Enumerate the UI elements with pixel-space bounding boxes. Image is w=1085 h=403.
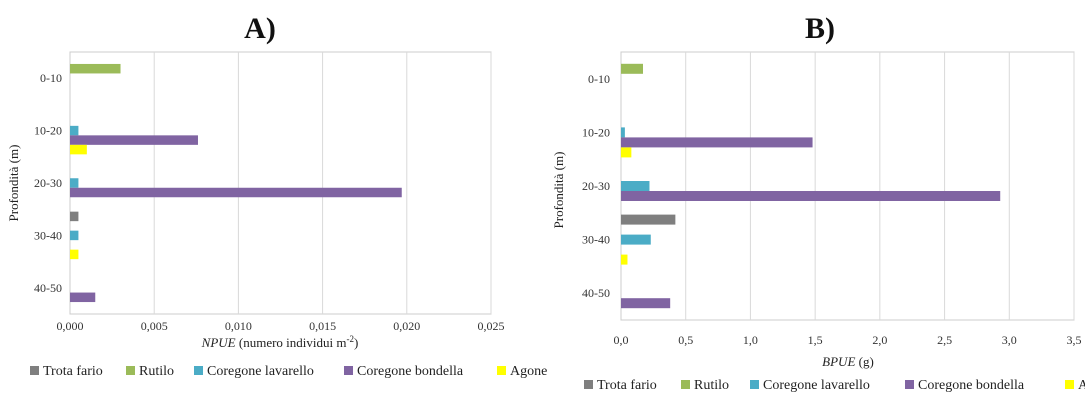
legend-label-agone: Agone [1078, 378, 1085, 393]
panel-a-y-axis-label: Profondità (m) [6, 145, 21, 222]
panel-b-x-axis-label: BPUE (g) [822, 354, 874, 369]
panel-b-x-axis-label-rest: (g) [855, 354, 873, 369]
panel-b-bar-coregone-lavarello-10-20 [621, 127, 625, 137]
legend-swatch-rutilo [681, 380, 690, 389]
panel-b: B) 0-10 10-20 20-30 30-40 40-50 0,0 0,5 1,0 1,5… [551, 12, 1085, 393]
legend-swatch-agone [1065, 380, 1074, 389]
legend-swatch-coregone-lavarello [750, 380, 759, 389]
panel-b-plot-frame [621, 52, 1074, 320]
panel-b-x-tick-label: 3,5 [1067, 333, 1082, 347]
panel-b-bar-coregone-lavarello-30-40 [621, 235, 651, 245]
panel-a-y-tick-label: 20-30 [34, 176, 62, 190]
panel-a-bar-agone-10-20 [70, 145, 87, 155]
panel-a-y-tick-label: 40-50 [34, 281, 62, 295]
panel-a-x-axis-label-rest: (numero individui m [236, 335, 347, 350]
legend-label-rutilo: Rutilo [694, 378, 729, 393]
panel-a-x-axis-label-close: ) [354, 335, 358, 350]
panel-b-y-ticks: 0-10 10-20 20-30 30-40 40-50 [582, 72, 610, 300]
panel-a-bar-coregone-lavarello-20-30 [70, 178, 78, 188]
panel-b-bar-coregone-bondella-20-30 [621, 191, 1000, 201]
panel-b-title: B) [805, 12, 835, 45]
legend-label-coregone-bondella: Coregone bondella [918, 378, 1025, 393]
panel-b-y-tick-label: 10-20 [582, 125, 610, 139]
panel-b-y-axis-label: Profondità (m) [551, 152, 566, 229]
panel-a-legend: Trota fario Rutilo Coregone lavarello Coreg… [30, 364, 547, 379]
panel-b-x-tick-label: 2,5 [937, 333, 952, 347]
panel-b-x-tick-label: 0,0 [614, 333, 629, 347]
panel-a-y-tick-label: 10-20 [34, 124, 62, 138]
legend-label-trota-fario: Trota fario [43, 364, 103, 379]
panel-a-plot-frame [70, 52, 491, 314]
legend-swatch-coregone-lavarello [194, 366, 203, 375]
legend-label-agone: Agone [510, 364, 547, 379]
legend-swatch-rutilo [126, 366, 135, 375]
panel-a-bar-coregone-lavarello-30-40 [70, 231, 78, 241]
panel-a-title: A) [244, 12, 276, 45]
legend-label-coregone-bondella: Coregone bondella [357, 364, 464, 379]
panel-a-bar-trota-fario-30-40 [70, 212, 78, 222]
panel-b-y-tick-label: 0-10 [588, 72, 610, 86]
legend-label-coregone-lavarello: Coregone lavarello [763, 378, 870, 393]
panel-a-x-ticks: 0,000 0,005 0,010 0,015 0,020 0,025 [57, 319, 505, 333]
panel-b-x-axis-label-italic: BPUE [822, 354, 855, 369]
panel-a-x-tick-label: 0,010 [225, 319, 252, 333]
panel-b-bar-coregone-bondella-40-50 [621, 298, 670, 308]
panel-a-bars [70, 64, 402, 302]
panel-b-y-tick-label: 30-40 [582, 233, 610, 247]
legend-label-coregone-lavarello: Coregone lavarello [207, 364, 314, 379]
panel-b-x-ticks: 0,0 0,5 1,0 1,5 2,0 2,5 3,0 3,5 [614, 333, 1082, 347]
panel-a-x-tick-label: 0,005 [141, 319, 168, 333]
legend-swatch-trota-fario [30, 366, 39, 375]
panel-a-bar-agone-30-40 [70, 250, 78, 260]
panel-a-y-tick-label: 0-10 [40, 71, 62, 85]
panel-b-bars [621, 64, 1000, 308]
panel-a-x-tick-label: 0,020 [393, 319, 420, 333]
panel-b-x-tick-label: 2,0 [872, 333, 887, 347]
panel-b-bar-trota-fario-30-40 [621, 215, 675, 225]
panel-b-grid [686, 52, 1074, 320]
panel-a-bar-coregone-bondella-10-20 [70, 135, 198, 145]
panel-b-y-tick-label: 40-50 [582, 286, 610, 300]
panel-a-bar-coregone-bondella-40-50 [70, 293, 95, 303]
panel-b-bar-agone-10-20 [621, 147, 631, 157]
legend-swatch-coregone-bondella [905, 380, 914, 389]
panel-a-x-axis-label-italic: NPUE [201, 335, 236, 350]
panel-b-x-tick-label: 1,0 [743, 333, 758, 347]
panel-a-x-axis-label-sup: -2 [346, 334, 354, 344]
panel-a-bar-rutilo-0-10 [70, 64, 121, 73]
panel-a-grid [154, 52, 491, 314]
panel-a-x-axis-label: NPUE (numero individui m-2) [201, 334, 359, 350]
panel-b-x-tick-label: 0,5 [678, 333, 693, 347]
legend-swatch-trota-fario [584, 380, 593, 389]
panel-b-x-tick-label: 3,0 [1002, 333, 1017, 347]
legend-swatch-agone [497, 366, 506, 375]
panel-b-bar-coregone-lavarello-20-30 [621, 181, 649, 191]
panel-a-x-tick-label: 0,025 [478, 319, 505, 333]
panel-b-bar-coregone-bondella-10-20 [621, 137, 813, 147]
panel-a-x-tick-label: 0,000 [57, 319, 84, 333]
panel-a-bar-coregone-bondella-20-30 [70, 188, 402, 198]
legend-label-trota-fario: Trota fario [597, 378, 657, 393]
panel-a-bar-coregone-lavarello-10-20 [70, 126, 78, 136]
panel-b-y-tick-label: 20-30 [582, 179, 610, 193]
panel-b-legend: Trota fario Rutilo Coregone lavarello Coreg… [584, 378, 1085, 393]
panel-a-x-tick-label: 0,015 [309, 319, 336, 333]
panel-a-y-ticks: 0-10 10-20 20-30 30-40 40-50 [34, 71, 62, 295]
legend-label-rutilo: Rutilo [139, 364, 174, 379]
panel-b-bar-agone-30-40 [621, 255, 627, 265]
panel-b-x-tick-label: 1,5 [808, 333, 823, 347]
legend-swatch-coregone-bondella [344, 366, 353, 375]
panel-a-y-tick-label: 30-40 [34, 228, 62, 242]
panel-b-bar-rutilo-0-10 [621, 64, 643, 74]
